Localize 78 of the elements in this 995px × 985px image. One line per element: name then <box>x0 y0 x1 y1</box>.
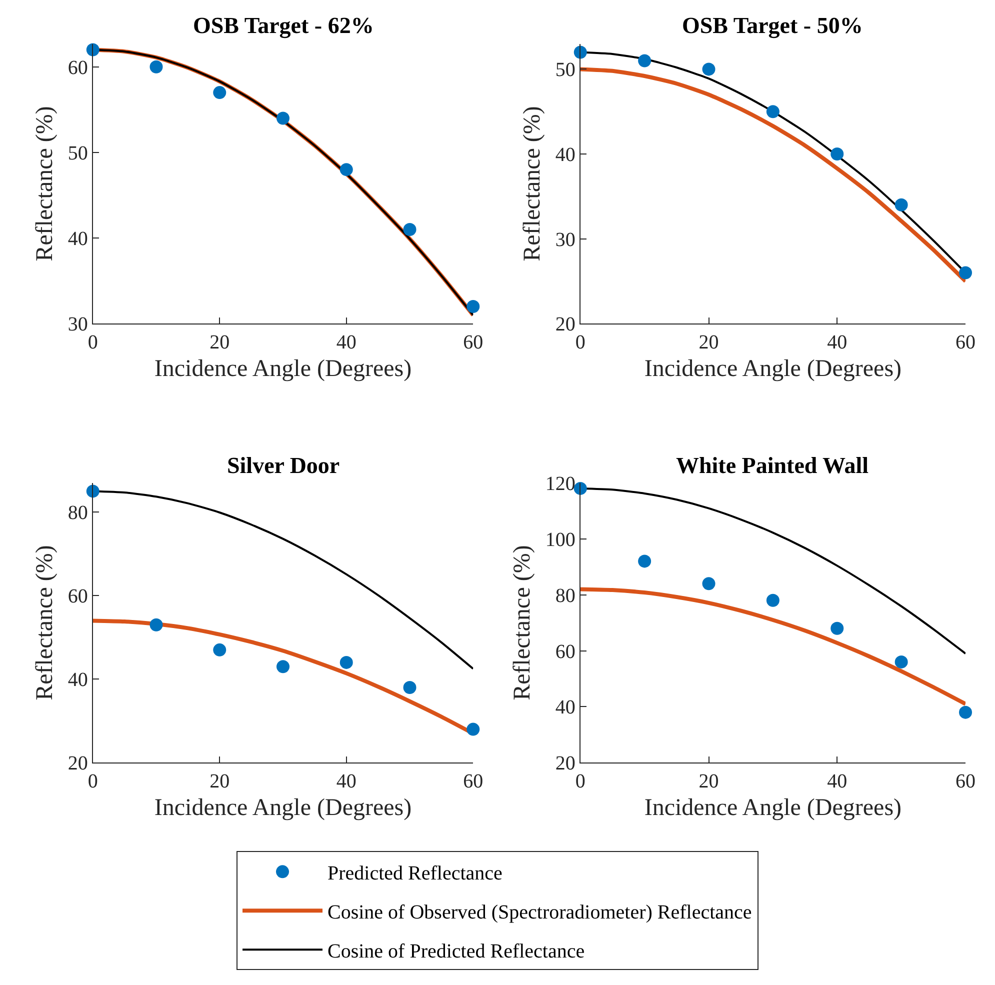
line-series <box>580 587 966 706</box>
y-axis-title: Reflectance (%) <box>509 545 536 700</box>
y-tick-label: 60 <box>68 56 88 79</box>
point <box>702 577 716 590</box>
y-tick-label: 40 <box>68 669 88 692</box>
point <box>638 554 652 568</box>
x-tick-label: 20 <box>698 770 719 793</box>
x-tick-label: 20 <box>210 770 230 793</box>
y-tick-label: 20 <box>555 314 576 336</box>
x-tick-label: 60 <box>956 770 976 793</box>
y-tick-label: 30 <box>555 228 576 251</box>
point <box>766 105 780 118</box>
y-tick-label: 40 <box>555 144 576 166</box>
x-tick-label: 0 <box>88 770 98 793</box>
y-axis-title: Reflectance (%) <box>519 106 546 262</box>
y-tick-label: 60 <box>68 586 88 608</box>
x-tick-label: 60 <box>463 770 484 793</box>
chart-title: Silver Door <box>227 453 340 478</box>
y-tick-label: 40 <box>555 696 576 719</box>
x-axis-title: Incidence Angle (Degrees) <box>644 356 902 382</box>
y-tick-label: 50 <box>555 59 576 82</box>
y-tick-label: 30 <box>68 314 88 336</box>
x-tick-label: 20 <box>210 332 230 354</box>
legend-label: Cosine of Predicted Reflectance <box>328 940 585 962</box>
point <box>150 618 163 632</box>
point <box>86 484 100 498</box>
chart-title: White Painted Wall <box>676 453 869 478</box>
x-tick-label: 40 <box>336 332 356 354</box>
y-tick-label: 50 <box>68 142 88 164</box>
x-tick-label: 40 <box>827 770 848 793</box>
point <box>574 46 587 59</box>
point <box>150 60 163 74</box>
point <box>959 266 972 280</box>
point <box>702 62 716 76</box>
x-tick-label: 60 <box>463 332 484 354</box>
x-axis-title: Incidence Angle (Degrees) <box>154 356 412 382</box>
y-tick-label: 60 <box>555 640 576 663</box>
x-tick-label: 40 <box>336 770 356 793</box>
point <box>403 681 416 694</box>
point <box>894 198 908 212</box>
point <box>213 86 226 100</box>
point <box>466 722 480 736</box>
point <box>894 655 908 668</box>
x-tick-label: 40 <box>827 332 848 354</box>
point <box>830 622 844 635</box>
x-tick-label: 0 <box>575 332 586 354</box>
x-tick-label: 0 <box>575 770 586 793</box>
y-axis-title: Reflectance (%) <box>32 106 58 262</box>
y-axis-title: Reflectance (%) <box>32 545 58 700</box>
point <box>638 54 652 68</box>
y-tick-label: 20 <box>555 752 576 775</box>
point <box>466 300 480 313</box>
point <box>766 594 780 607</box>
point <box>213 643 226 656</box>
y-tick-label: 80 <box>555 584 576 607</box>
point <box>574 482 587 495</box>
y-tick-label: 80 <box>68 502 88 524</box>
point <box>959 706 972 719</box>
x-tick-label: 20 <box>698 332 719 354</box>
x-tick-label: 60 <box>956 332 976 354</box>
chart-title: OSB Target - 62% <box>193 13 374 39</box>
chart-title: OSB Target - 50% <box>682 13 863 39</box>
y-tick-label: 20 <box>68 752 88 775</box>
point <box>340 656 353 669</box>
x-axis-title: Incidence Angle (Degrees) <box>644 795 902 821</box>
legend-label: Cosine of Observed (Spectroradiometer) Reflectance <box>328 901 752 924</box>
point <box>403 222 416 236</box>
y-tick-label: 40 <box>68 228 88 250</box>
point <box>86 43 100 56</box>
point <box>276 112 290 125</box>
point <box>830 148 844 161</box>
y-tick-label: 120 <box>545 472 576 495</box>
point <box>276 660 290 674</box>
x-tick-label: 0 <box>88 332 98 354</box>
x-axis-title: Incidence Angle (Degrees) <box>154 795 412 821</box>
point <box>340 163 353 176</box>
y-tick-label: 100 <box>545 528 576 551</box>
legend-label: Predicted Reflectance <box>328 862 503 884</box>
